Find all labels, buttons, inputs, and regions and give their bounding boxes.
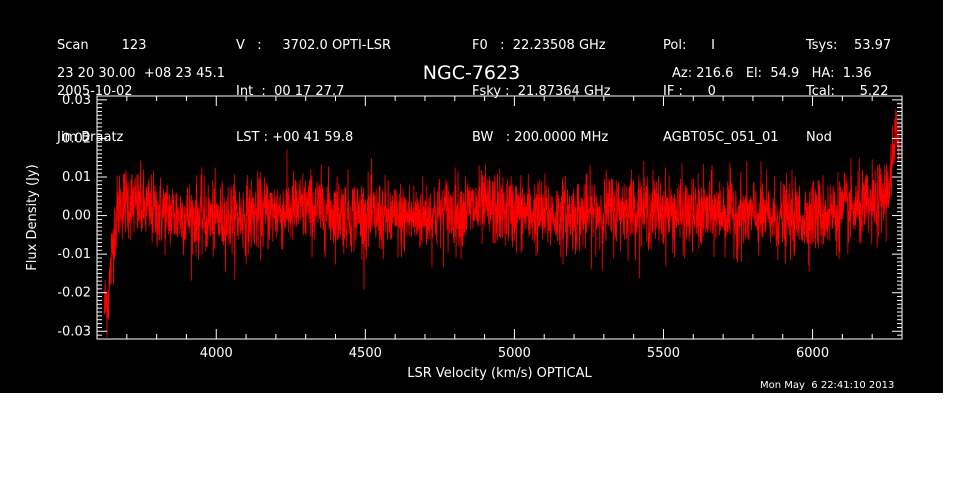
- x-tick-label: 4500: [349, 346, 382, 361]
- y-tick-label: 0.01: [62, 170, 91, 185]
- ticks-layer: 4000 4500 5000 5500 6000 -0.03 -0.02 -0.01 0.00 0…: [57, 93, 903, 361]
- y-tick-label: 0.00: [62, 209, 91, 224]
- header-tsys-info: Tsys: 53.97 Tcal: 5.22 Nod: [806, 8, 891, 161]
- pol-label: Pol: I: [663, 38, 715, 53]
- scan-label: Scan 123: [57, 38, 147, 53]
- x-axis-label: LSR Velocity (km/s) OPTICAL: [407, 366, 592, 381]
- date-label: 2005-10-02: [57, 84, 133, 99]
- spectrum-chart: 4000 4500 5000 5500 6000 -0.03 -0.02 -0.01 0.00 0…: [25, 93, 903, 381]
- header-scan-info: Scan 123 2005-10-02 Jim Braatz: [57, 8, 146, 161]
- fsky-label: Fsky : 21.87364 GHz: [472, 84, 611, 99]
- x-tick-label: 4000: [200, 346, 233, 361]
- chart-title: NGC-7623: [422, 62, 521, 84]
- if-label: IF : 0: [663, 84, 716, 99]
- y-tick-label: -0.03: [57, 324, 91, 339]
- tcal-label: Tcal: 5.22: [806, 84, 889, 99]
- az-el-ha-label: Az: 216.6 El: 54.9 HA: 1.36: [672, 66, 872, 81]
- trace-layer: [104, 108, 900, 338]
- x-tick-label: 5500: [647, 346, 680, 361]
- x-tick-label: 5000: [498, 346, 531, 361]
- timestamp: Mon May 6 22:41:10 2013: [760, 380, 895, 391]
- y-axis-label: Flux Density (Jy): [25, 164, 40, 270]
- bandwidth-label: BW : 200.0000 MHz: [472, 130, 609, 145]
- y-tick-label: 0.02: [62, 131, 91, 146]
- integration-label: Int : 00 17 27.7: [236, 84, 345, 99]
- spectrum-trace: [104, 108, 900, 338]
- f0-label: F0 : 22.23508 GHz: [472, 38, 606, 53]
- header-frequency-info: F0 : 22.23508 GHz Fsky : 21.87364 GHz BW…: [472, 8, 611, 161]
- tsys-label: Tsys: 53.97: [806, 38, 892, 53]
- header-velocity-info: V : 3702.0 OPTI-LSR Int : 00 17 27.7 LST…: [236, 8, 391, 161]
- project-label: AGBT05C_051_01: [663, 130, 779, 145]
- y-tick-label: -0.02: [57, 286, 91, 301]
- axes-frame: [96, 95, 903, 340]
- y-tick-label: -0.01: [57, 247, 91, 262]
- lst-label: LST : +00 41 59.8: [236, 130, 354, 145]
- x-tick-label: 6000: [796, 346, 829, 361]
- header-pol-info: Pol: I IF : 0 AGBT05C_051_01: [663, 8, 779, 161]
- y-tick-label: 0.03: [62, 93, 91, 108]
- procedure-label: Nod: [806, 130, 832, 145]
- source-coordinates: 23 20 30.00 +08 23 45.1: [57, 66, 226, 81]
- velocity-label: V : 3702.0 OPTI-LSR: [236, 38, 392, 53]
- observer-label: Jim Braatz: [57, 130, 124, 145]
